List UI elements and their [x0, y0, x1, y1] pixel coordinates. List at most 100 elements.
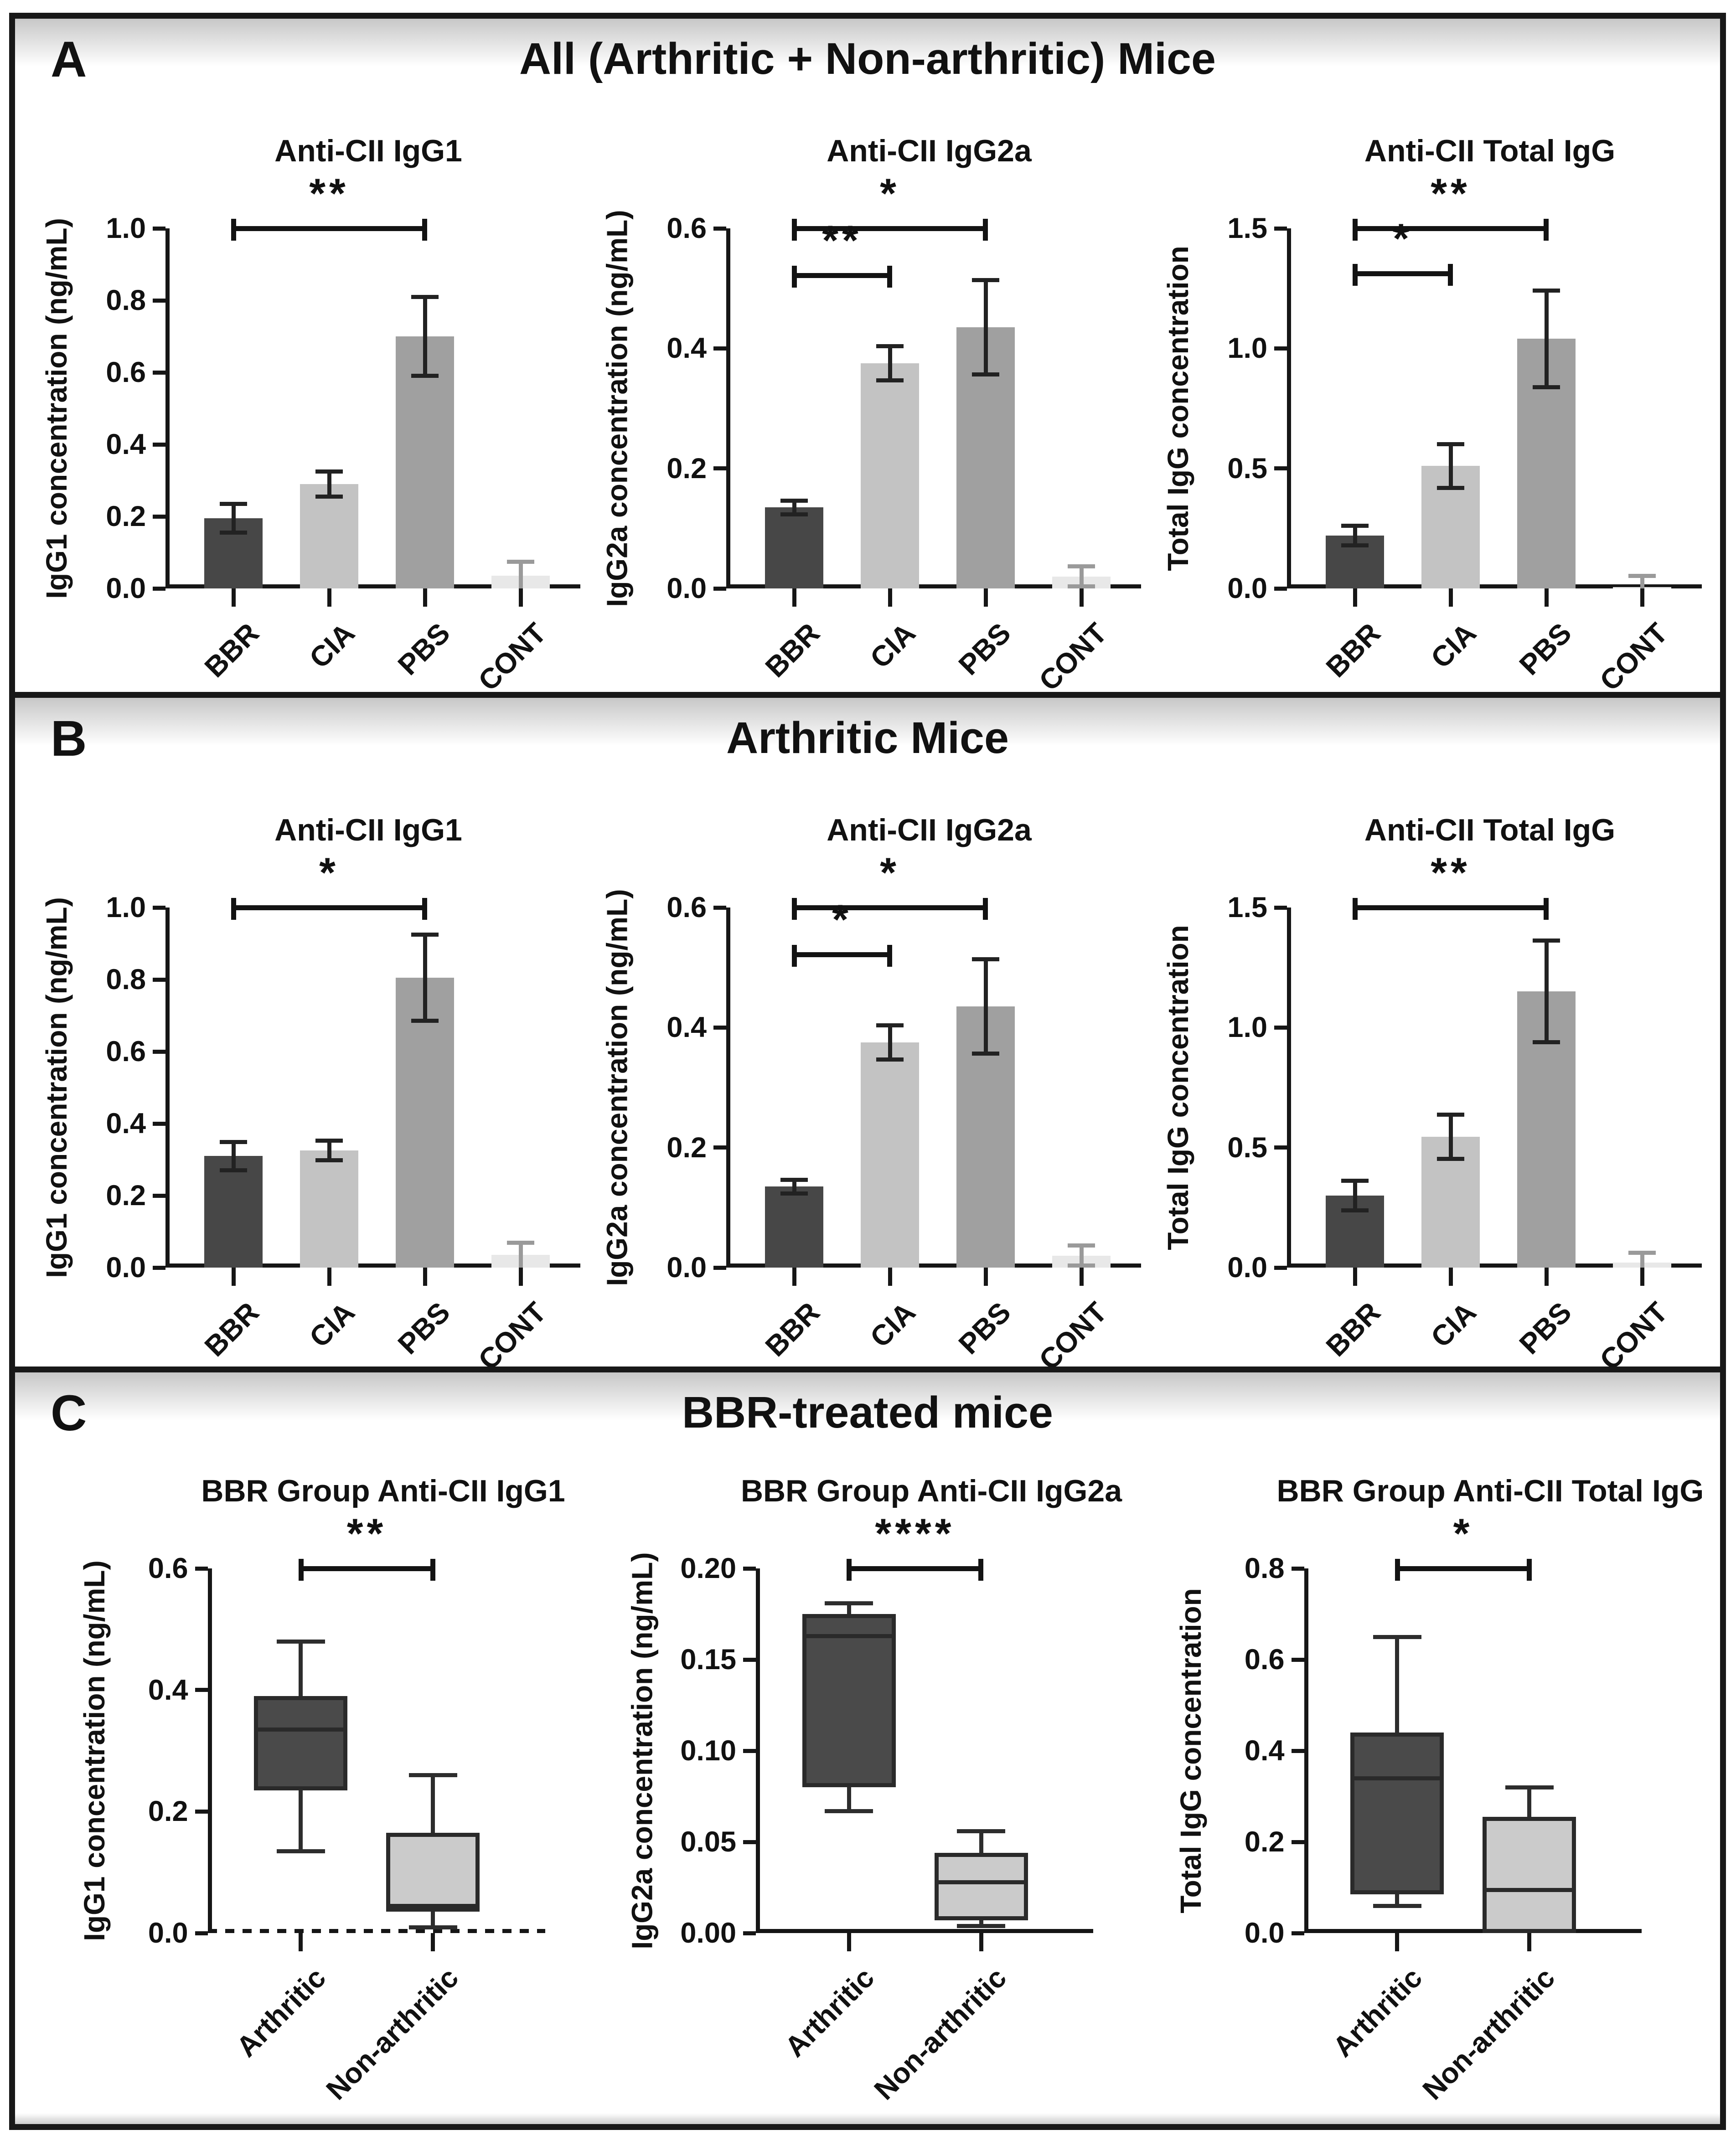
whisker-lower	[847, 1787, 851, 1811]
median-line	[934, 1880, 1028, 1884]
y-tick	[1274, 905, 1287, 910]
y-tick	[153, 298, 165, 303]
error-bar	[1544, 288, 1549, 389]
significance-label: *	[832, 896, 852, 943]
x-tick-label: CONT	[472, 617, 553, 697]
plot-area: 0.0 0.2 0.4 0.6 0.8 Arthritic Non-arthritic *	[1245, 1511, 1642, 2106]
x-tick	[423, 588, 427, 607]
significance-bracket	[794, 226, 986, 231]
whisker-lower	[979, 1920, 983, 1926]
significance-bracket	[1355, 226, 1546, 231]
y-tick-label: 0.4	[666, 332, 707, 365]
y-axis-label: IgG2a concentration (ng/mL)	[601, 889, 634, 1286]
error-bar-cap	[780, 1191, 808, 1196]
x-tick-label: PBS	[1514, 617, 1578, 681]
error-bar	[1353, 523, 1357, 548]
y-tick	[713, 346, 726, 351]
significance-bracket	[794, 905, 986, 910]
x-axis	[726, 1263, 1141, 1268]
y-tick-label: 0.6	[666, 892, 707, 923]
panel-a-title: All (Arthritic + Non-arthritic) Mice	[519, 34, 1216, 83]
chart-title: Anti-CII IgG1	[274, 134, 462, 168]
x-axis	[726, 584, 1141, 588]
error-bar-cap	[1341, 543, 1369, 548]
y-tick	[713, 1265, 726, 1270]
chart-title: BBR Group Anti-CII Total IgG	[1276, 1474, 1704, 1508]
error-bar-cap	[876, 378, 904, 383]
bracket-end-cap	[430, 1559, 435, 1581]
whisker-cap	[1373, 1904, 1421, 1908]
chart-anti-cii-igg2a: Anti-CII IgG2a IgG2a concentration (ng/mL…	[589, 130, 1146, 697]
y-tick-label: 1.5	[1227, 212, 1267, 244]
y-tick	[1291, 1566, 1304, 1571]
panel-label-c: C	[51, 1385, 88, 1441]
x-axis	[1287, 1263, 1702, 1268]
x-tick-label: PBS	[953, 617, 1018, 681]
error-bar	[518, 559, 523, 588]
y-tick	[1274, 1265, 1287, 1270]
chart-title: BBR Group Anti-CII IgG1	[201, 1474, 565, 1508]
error-bar	[1079, 1243, 1084, 1268]
y-tick-label: 0.0	[148, 1917, 188, 1949]
bar-pbs	[396, 336, 454, 588]
y-tick	[713, 466, 726, 471]
y-tick-label: 0.4	[1244, 1735, 1285, 1767]
bracket-end-cap	[231, 219, 236, 241]
error-bar	[423, 295, 427, 378]
significance-label: **	[1431, 850, 1471, 896]
median-line	[1483, 1887, 1576, 1892]
x-axis	[1287, 584, 1702, 588]
significance-bracket	[1355, 905, 1546, 910]
bracket-end-cap	[1526, 1559, 1532, 1581]
significance-label: **	[309, 170, 349, 217]
chart-bbr-group-anti-cii-total-igg: BBR Group Anti-CII Total IgG Total IgG co…	[1163, 1470, 1704, 2106]
bar-bbr	[765, 507, 823, 588]
x-tick-label: CONT	[1033, 1296, 1113, 1377]
x-tick-label: BBR	[759, 1296, 826, 1363]
error-bar	[1544, 939, 1549, 1045]
bar-bbr	[765, 1186, 823, 1268]
x-tick-label: CONT	[1033, 617, 1113, 697]
error-bar	[423, 933, 427, 1023]
y-tick-label: 0.6	[106, 1036, 146, 1067]
x-tick	[888, 1268, 892, 1286]
y-tick	[153, 226, 165, 231]
y-tick	[713, 1025, 726, 1030]
bracket-end-cap	[1353, 219, 1358, 241]
panel-c: C BBR-treated mice BBR Group Anti-CII Ig…	[15, 1367, 1720, 2124]
x-tick-label: BBR	[759, 617, 826, 684]
x-tick	[847, 1933, 851, 1951]
y-tick-label: 0.0	[1244, 1917, 1285, 1949]
plot-area: 0.00 0.05 0.10 0.15 0.20 Arthritic Non-arthrit…	[680, 1511, 1093, 2106]
chart-anti-cii-total-igg: Anti-CII Total IgG Total IgG concentratio…	[1150, 130, 1706, 697]
bracket-end-cap	[422, 219, 427, 241]
y-tick	[713, 586, 726, 591]
significance-label: *	[1393, 215, 1413, 262]
chart-anti-cii-igg1: Anti-CII IgG1 IgG1 concentration (ng/mL) 0…	[29, 810, 585, 1376]
error-bar-cap	[972, 278, 999, 283]
x-tick	[1640, 588, 1644, 607]
bracket-end-cap	[1395, 1559, 1400, 1581]
significance-bracket	[794, 273, 890, 278]
x-tick-label: Arthritic	[1327, 1961, 1429, 2063]
chart-title: Anti-CII IgG2a	[827, 134, 1032, 168]
bar-cia	[300, 1150, 358, 1268]
y-tick-label: 0.0	[1227, 1252, 1267, 1284]
x-tick	[888, 588, 892, 607]
x-tick-label: CONT	[1593, 1296, 1674, 1377]
y-tick	[713, 905, 726, 910]
significance-bracket	[300, 1566, 433, 1571]
y-tick-label: 0.0	[666, 1252, 707, 1284]
box-arthritic	[254, 1696, 347, 1790]
y-tick	[1291, 1657, 1304, 1662]
x-tick	[327, 588, 331, 607]
x-tick	[327, 1268, 331, 1286]
x-tick-label: Non-arthritic	[1416, 1961, 1561, 2106]
box-arthritic	[1350, 1733, 1444, 1894]
y-tick-label: 1.0	[106, 212, 146, 244]
x-tick-label: CIA	[1424, 617, 1483, 675]
error-bar	[327, 1139, 331, 1163]
whisker-cap	[825, 1809, 873, 1813]
y-axis-label: IgG1 concentration (ng/mL)	[78, 1560, 111, 1941]
